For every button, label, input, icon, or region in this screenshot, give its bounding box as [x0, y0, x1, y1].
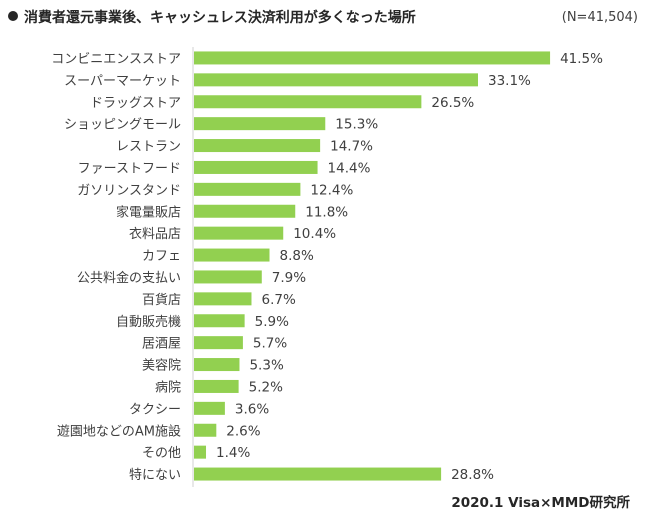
- chart-title: 消費者還元事業後、キャッシュレス決済利用が多くなった場所: [8, 7, 416, 27]
- value-label: 11.8%: [305, 204, 348, 220]
- bar: [194, 401, 225, 415]
- category-label: ガソリンスタンド: [77, 183, 181, 198]
- category-label: レストラン: [116, 140, 181, 155]
- value-label: 3.6%: [235, 401, 269, 417]
- bar: [194, 379, 239, 393]
- bar: [194, 248, 270, 262]
- bar: [194, 95, 422, 109]
- value-label: 5.7%: [253, 336, 287, 352]
- category-label: 特にない: [129, 468, 181, 483]
- category-label: タクシー: [129, 402, 181, 417]
- bar: [194, 182, 301, 196]
- bar: [194, 226, 284, 240]
- value-label: 12.4%: [310, 182, 353, 198]
- category-label: ファーストフード: [78, 161, 181, 176]
- category-label: 遊園地などのAM施設: [57, 423, 181, 439]
- value-label: 2.6%: [226, 423, 260, 439]
- value-label: 5.9%: [255, 314, 289, 330]
- value-label: 10.4%: [293, 226, 336, 242]
- category-label: カフェ: [142, 249, 181, 264]
- category-label: 衣料品店: [129, 226, 181, 242]
- value-label: 33.1%: [488, 73, 531, 89]
- value-label: 1.4%: [216, 445, 250, 461]
- bar: [194, 270, 262, 284]
- bar: [194, 358, 240, 372]
- bar: [194, 445, 207, 459]
- bar: [194, 314, 245, 328]
- bar: [194, 336, 243, 350]
- bar: [194, 73, 478, 87]
- category-label: その他: [142, 446, 181, 461]
- chart-title-text: 消費者還元事業後、キャッシュレス決済利用が多くなった場所: [24, 10, 416, 26]
- category-label: コンビニエンスストア: [51, 52, 181, 67]
- value-label: 26.5%: [431, 95, 474, 111]
- category-label: ショッピングモール: [64, 118, 181, 133]
- category-label: ドラッグストア: [90, 96, 181, 111]
- value-label: 41.5%: [560, 51, 603, 67]
- bar: [194, 204, 296, 218]
- category-label: 美容院: [142, 358, 181, 374]
- value-label: 15.3%: [335, 117, 378, 133]
- sample-size: (N=41,504): [561, 10, 638, 25]
- value-label: 6.7%: [261, 292, 295, 308]
- value-label: 14.4%: [328, 160, 371, 176]
- bar: [194, 423, 217, 437]
- value-label: 28.8%: [451, 467, 494, 483]
- bar: [194, 160, 318, 174]
- source-credit: 2020.1 Visa×MMD研究所: [451, 495, 630, 511]
- value-label: 5.2%: [249, 379, 283, 395]
- bullet-icon: [8, 11, 18, 21]
- value-label: 7.9%: [272, 270, 306, 286]
- category-label: 百貨店: [142, 292, 181, 308]
- value-label: 8.8%: [280, 248, 314, 264]
- category-label: 家電量販店: [116, 204, 181, 220]
- bar: [194, 51, 551, 65]
- category-label: 居酒屋: [142, 337, 181, 352]
- category-label: 公共料金の支払い: [77, 270, 181, 286]
- bar: [194, 292, 252, 306]
- value-label: 5.3%: [249, 358, 283, 374]
- value-label: 14.7%: [330, 139, 373, 155]
- bar: [194, 467, 442, 481]
- category-label: 病院: [155, 380, 181, 395]
- category-label: スーパーマーケット: [64, 74, 181, 89]
- category-label: 自動販売機: [116, 314, 181, 330]
- bar: [194, 139, 321, 153]
- bar: [194, 117, 326, 131]
